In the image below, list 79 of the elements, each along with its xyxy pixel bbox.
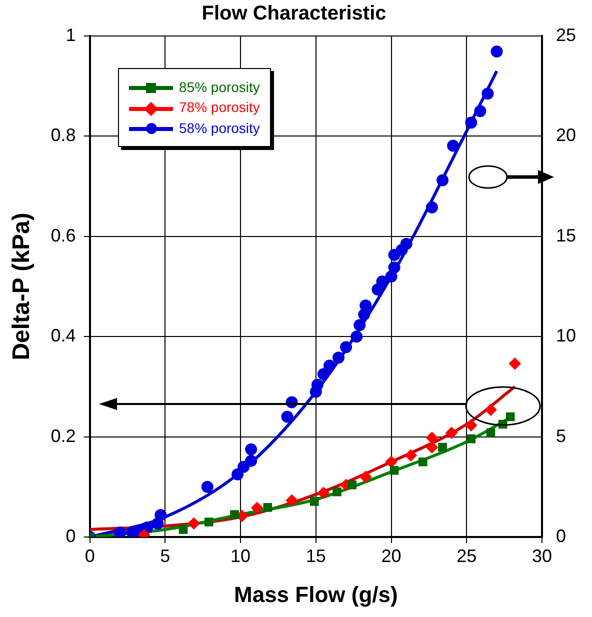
- point: [245, 454, 258, 467]
- point: [360, 300, 372, 312]
- legend-label: 85% porosity: [179, 79, 260, 95]
- point: [404, 449, 417, 462]
- point: [348, 480, 356, 490]
- point: [354, 319, 366, 332]
- point: [482, 88, 494, 100]
- point: [426, 201, 438, 214]
- x-axis-title: Mass Flow (g/s): [234, 582, 398, 607]
- point: [447, 140, 460, 152]
- point: [388, 261, 400, 274]
- point: [340, 341, 352, 354]
- point: [263, 503, 272, 512]
- point: [114, 526, 126, 537]
- point: [204, 518, 214, 526]
- y-tick-label: 0: [66, 526, 76, 546]
- y2-tick-label: 0: [556, 526, 566, 546]
- point: [486, 428, 496, 438]
- point: [436, 174, 449, 186]
- point: [311, 378, 324, 391]
- y-tick-label: 0.4: [50, 326, 76, 346]
- x-tick-label: 15: [306, 546, 326, 566]
- y-tick-label: 1: [66, 24, 76, 45]
- point: [400, 238, 412, 250]
- y2-tick-label: 5: [556, 426, 566, 446]
- point: [201, 480, 214, 493]
- point: [230, 510, 239, 519]
- y2-tick-label: 20: [556, 125, 576, 146]
- point: [484, 404, 497, 416]
- point: [506, 412, 515, 422]
- point: [385, 456, 398, 468]
- x-tick-label: 25: [456, 546, 477, 566]
- point: [317, 486, 330, 499]
- legend-label: 58% porosity: [179, 120, 260, 136]
- point: [490, 46, 503, 58]
- point: [251, 502, 264, 514]
- point: [508, 358, 521, 370]
- point: [466, 434, 476, 444]
- point: [154, 508, 167, 521]
- point: [286, 494, 298, 506]
- point: [332, 488, 342, 496]
- point: [281, 410, 294, 423]
- point: [188, 517, 200, 530]
- y-axis-title: Delta-P (kPa): [8, 212, 36, 360]
- point: [474, 105, 486, 118]
- point: [390, 466, 399, 475]
- point: [360, 470, 372, 483]
- point: [418, 457, 428, 466]
- y2-tick-label: 10: [556, 326, 576, 346]
- point: [376, 275, 388, 288]
- point: [238, 460, 250, 473]
- y-tick-label: 0.2: [50, 426, 76, 446]
- point: [426, 441, 438, 454]
- point: [426, 432, 438, 444]
- y2-tick-label: 15: [556, 225, 576, 246]
- x-tick-label: 0: [84, 546, 95, 566]
- x-tick-label: 30: [532, 546, 552, 566]
- point: [323, 360, 336, 372]
- point: [232, 468, 244, 480]
- x-tick-label: 5: [160, 546, 170, 566]
- legend-label: 78% porosity: [179, 99, 260, 116]
- chart-title: Flow Characteristic: [202, 2, 386, 25]
- line-series: [90, 385, 516, 531]
- point: [465, 419, 478, 432]
- y-tick-label: 0.8: [50, 125, 76, 146]
- point: [332, 352, 345, 364]
- point: [245, 443, 258, 456]
- point: [310, 497, 319, 506]
- point: [178, 525, 188, 534]
- x-tick-label: 20: [381, 546, 402, 566]
- point: [385, 270, 398, 282]
- y2-tick-label: 25: [556, 24, 576, 45]
- point: [317, 368, 330, 380]
- point: [438, 442, 447, 452]
- y-tick-label: 0.6: [50, 225, 76, 246]
- point: [465, 116, 478, 129]
- point: [446, 426, 458, 439]
- point: [350, 330, 363, 343]
- x-tick-label: 10: [230, 546, 251, 566]
